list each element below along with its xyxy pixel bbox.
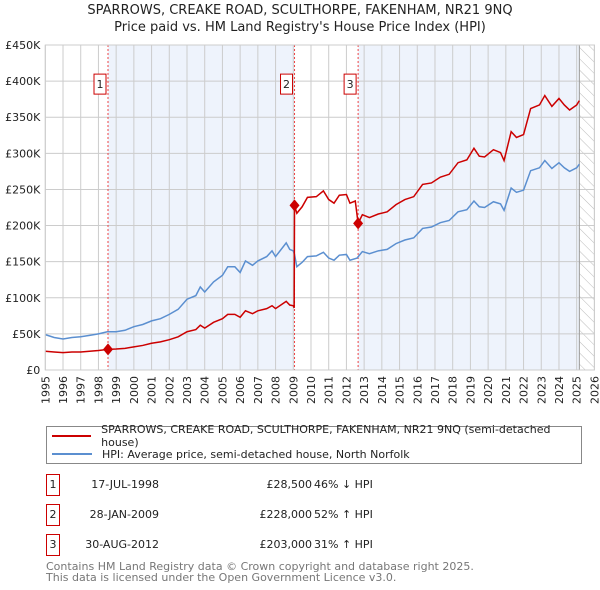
- property-price-line: [45, 94, 580, 354]
- sale-label-box: [343, 73, 357, 95]
- x-tick-label: 1997: [75, 376, 88, 404]
- sale-point-marker: [353, 217, 364, 230]
- sale-hpi-diff: 46% ↓ HPI: [314, 478, 373, 491]
- y-tick-label: £200K: [5, 220, 41, 233]
- sale-marker-badge: 3: [46, 534, 60, 556]
- sale-date: 17-JUL-1998: [91, 478, 159, 491]
- x-tick-label: 2020: [482, 376, 495, 404]
- x-tick-label: 2012: [340, 376, 353, 404]
- projection-hatch: [579, 45, 595, 370]
- x-tick-label: 2004: [199, 376, 212, 404]
- x-tick-label: 1999: [110, 376, 123, 404]
- sale-label: 2: [283, 78, 290, 91]
- x-tick-label: 2025: [571, 376, 584, 404]
- y-tick-label: £350K: [5, 111, 41, 124]
- y-tick-label: £250K: [5, 183, 41, 196]
- x-tick-label: 2018: [447, 376, 460, 404]
- hpi-line: [45, 159, 580, 340]
- shaded-period: [108, 45, 295, 370]
- x-tick-label: 2015: [394, 376, 407, 404]
- x-tick-label: 2000: [128, 376, 141, 404]
- x-tick-label: 2026: [588, 376, 600, 404]
- x-tick-label: 2006: [234, 376, 247, 404]
- chart-title: SPARROWS, CREAKE ROAD, SCULTHORPE, FAKEN…: [87, 3, 513, 18]
- blue-line-swatch: [52, 453, 92, 455]
- x-tick-label: 2001: [146, 376, 159, 404]
- x-tick-label: 2003: [181, 376, 194, 404]
- x-tick-label: 2022: [518, 376, 531, 404]
- x-tick-label: 2005: [216, 376, 229, 404]
- x-tick-label: 2019: [464, 376, 477, 404]
- y-tick-label: £50K: [12, 328, 41, 341]
- sale-hpi-diff: 31% ↑ HPI: [314, 538, 373, 551]
- x-tick-label: 2014: [376, 376, 389, 404]
- y-tick-label: £400K: [5, 75, 41, 88]
- x-tick-label: 2016: [411, 376, 424, 404]
- x-tick-label: 2007: [252, 376, 265, 404]
- legend-label: SPARROWS, CREAKE ROAD, SCULTHORPE, FAKEN…: [101, 423, 551, 449]
- price-chart: 1995 1996 1997 1998 1999 2000 2001 2002 2003 2004…: [5, 39, 600, 404]
- plot-frame: [44, 44, 595, 371]
- y-tick-label: £0: [26, 364, 40, 377]
- legend-item-hpi: HPI: Average price, semi-detached house,…: [52, 446, 410, 462]
- sale-date: 30-AUG-2012: [85, 538, 159, 551]
- x-tick-label: 2002: [163, 376, 176, 404]
- legend: SPARROWS, CREAKE ROAD, SCULTHORPE, FAKEN…: [46, 423, 582, 464]
- sale-label: 1: [97, 78, 104, 91]
- sale-marker-badge: 1: [46, 474, 60, 496]
- sale-point-marker: [103, 343, 114, 356]
- x-tick-label: 2009: [287, 376, 300, 404]
- sale-date: 28-JAN-2009: [89, 508, 159, 521]
- sale-marker-badge: 2: [46, 504, 60, 526]
- y-tick-label: £150K: [5, 256, 41, 269]
- y-tick-label: £100K: [5, 292, 41, 305]
- y-tick-label: £300K: [5, 147, 41, 160]
- chart-subtitle: Price paid vs. HM Land Registry's House …: [114, 20, 486, 35]
- x-tick-label: 1996: [57, 376, 70, 404]
- x-tick-label: 2024: [553, 376, 566, 404]
- footer-line: This data is licensed under the Open Gov…: [46, 571, 397, 584]
- red-line-swatch: [52, 435, 92, 437]
- sale-label-box: [93, 73, 107, 95]
- x-tick-label: 1995: [39, 376, 52, 404]
- x-tick-label: 2023: [535, 376, 548, 404]
- x-tick-label: 2017: [429, 376, 442, 404]
- sale-point-marker: [289, 199, 300, 212]
- sale-label: 3: [347, 78, 354, 91]
- x-tick-label: 2010: [305, 376, 318, 404]
- sale-price: £228,000: [259, 508, 313, 521]
- y-tick-label: £450K: [5, 39, 41, 52]
- x-tick-label: 2021: [500, 376, 513, 404]
- sale-price: £203,000: [259, 538, 313, 551]
- x-tick-label: 2008: [270, 376, 283, 404]
- legend-label: HPI: Average price, semi-detached house,…: [102, 447, 410, 461]
- x-tick-label: 1998: [92, 376, 105, 404]
- legend-item-property: SPARROWS, CREAKE ROAD, SCULTHORPE, FAKEN…: [52, 423, 581, 449]
- footer-line: Contains HM Land Registry data © Crown c…: [46, 560, 474, 573]
- x-tick-label: 2011: [323, 376, 336, 404]
- sale-hpi-diff: 52% ↑ HPI: [314, 508, 373, 521]
- x-tick-label: 2013: [358, 376, 371, 404]
- sale-label-box: [280, 73, 294, 95]
- sale-price: £28,500: [266, 478, 313, 491]
